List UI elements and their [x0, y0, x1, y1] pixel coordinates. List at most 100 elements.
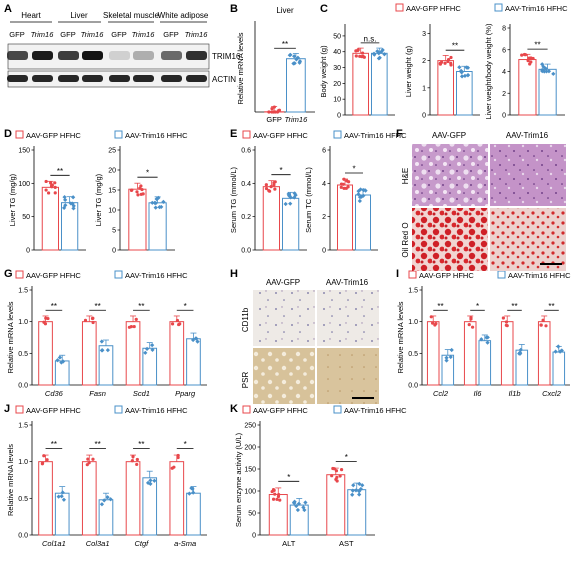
blot-band-trim16 — [133, 51, 154, 60]
data-point — [331, 466, 335, 471]
lane-label: GFP — [163, 30, 178, 39]
data-point — [63, 197, 68, 203]
data-point — [292, 195, 297, 200]
significance-label: ** — [548, 302, 554, 311]
data-point — [136, 193, 140, 197]
chart-d1: 0 50 100 150 Liver TG (mg/g) ** — [8, 146, 86, 255]
significance-label: ** — [437, 302, 443, 311]
legend-panel-e: AAV-GFP HFHC AAV-Trim16 HFHC — [242, 130, 407, 140]
data-point — [53, 185, 57, 189]
y-tick-label: 0 — [112, 248, 116, 255]
data-point — [71, 195, 76, 200]
bar — [282, 197, 300, 251]
data-point — [175, 318, 180, 323]
y-tick-label: 50 — [333, 33, 341, 40]
blot-band-trim16 — [58, 51, 79, 60]
data-point — [273, 110, 277, 114]
data-point — [130, 188, 134, 192]
data-point — [350, 488, 355, 493]
y-tick-label: 5 — [112, 228, 116, 235]
legend-panel-g: AAV-GFP HFHC AAV-Trim16 HFHC — [15, 270, 188, 280]
x-tick-label: Cd36 — [45, 389, 64, 398]
data-point — [353, 488, 359, 493]
tissue-liver: Liver — [70, 11, 88, 20]
legend-trim16-label: AAV-Trim16 HFHC — [125, 406, 188, 415]
bar — [552, 351, 566, 386]
legend-gfp-label: AAV-GFP HFHC — [253, 406, 308, 415]
y-tick-label: 0 — [26, 248, 30, 255]
bar — [41, 186, 59, 251]
data-point — [303, 500, 308, 505]
y-tick-label: 0 — [322, 248, 326, 255]
data-point — [83, 318, 88, 322]
y-tick-label: 150 — [244, 467, 256, 474]
y-tick-label: 0 — [252, 533, 256, 540]
bar — [128, 188, 147, 251]
data-point — [291, 500, 297, 505]
data-point — [50, 183, 54, 187]
data-point — [177, 322, 181, 327]
micrograph-he-gfp — [412, 144, 488, 206]
y-tick-label: 1.0 — [18, 459, 28, 466]
significance-label: * — [279, 166, 282, 175]
blot-band-trim16 — [7, 51, 28, 60]
data-point — [154, 196, 159, 202]
panel-letter-d: D — [4, 128, 12, 140]
y-tick-label: 0.0 — [241, 248, 251, 255]
data-point — [277, 108, 281, 113]
panel-letter-g: G — [4, 268, 13, 280]
data-point — [357, 481, 362, 486]
data-point — [53, 181, 57, 185]
data-point — [541, 318, 545, 322]
bar — [437, 60, 454, 116]
band-label-actin: ACTIN — [212, 75, 236, 84]
legend-gfp-label: AAV-GFP HFHC — [26, 271, 81, 280]
legend-trim16-label: AAV-Trim16 HFHC — [344, 406, 407, 415]
data-point — [135, 462, 139, 467]
data-point — [264, 186, 269, 191]
data-point — [361, 193, 366, 198]
data-point — [334, 469, 339, 473]
x-tick-label: Ccl2 — [433, 389, 449, 398]
chart-e1: 0.0 0.2 0.4 0.6 Serum TG (mmol/L) * — [229, 146, 307, 255]
bar — [186, 338, 201, 386]
data-point — [429, 315, 433, 319]
data-point — [449, 347, 454, 353]
data-point — [286, 193, 292, 198]
y-tick-label: 50 — [22, 214, 30, 221]
significance-label: ** — [511, 302, 517, 311]
lane-label: Trim16 — [31, 30, 55, 39]
data-point — [68, 201, 73, 206]
data-point — [148, 478, 153, 483]
y-axis-label: Liver weight/body weight (%) — [484, 23, 493, 119]
significance-label: * — [287, 473, 290, 482]
y-tick-label: 0.4 — [241, 181, 251, 188]
bar — [142, 477, 158, 536]
data-point — [131, 454, 135, 459]
data-point — [467, 323, 471, 327]
panel-h-col-trim16: AAV-Trim16 — [326, 278, 369, 287]
x-tick-label: Ctgf — [134, 539, 149, 548]
blot-band-trim16 — [109, 51, 130, 60]
x-tick-label: AST — [339, 539, 354, 548]
significance-label: ** — [51, 302, 57, 311]
micrograph-oilredo-trim16 — [490, 208, 566, 271]
data-point — [358, 486, 363, 492]
data-point — [335, 479, 339, 483]
data-point — [457, 65, 462, 70]
data-point — [157, 204, 162, 210]
significance-label: ** — [95, 302, 101, 311]
band-label-trim16: TRIM16 — [212, 52, 241, 61]
panel-letter-c: C — [320, 3, 328, 15]
data-point — [449, 55, 453, 60]
data-point — [270, 107, 274, 111]
data-point — [361, 54, 365, 59]
y-tick-label: 6 — [502, 47, 506, 54]
x-tick-label: ALT — [282, 539, 296, 548]
blot-band-actin — [161, 75, 182, 82]
y-tick-label: 1.5 — [18, 288, 28, 295]
data-point — [141, 192, 145, 196]
panel-letter-a: A — [4, 3, 12, 15]
significance-label: ** — [452, 42, 458, 51]
data-point — [45, 458, 49, 462]
